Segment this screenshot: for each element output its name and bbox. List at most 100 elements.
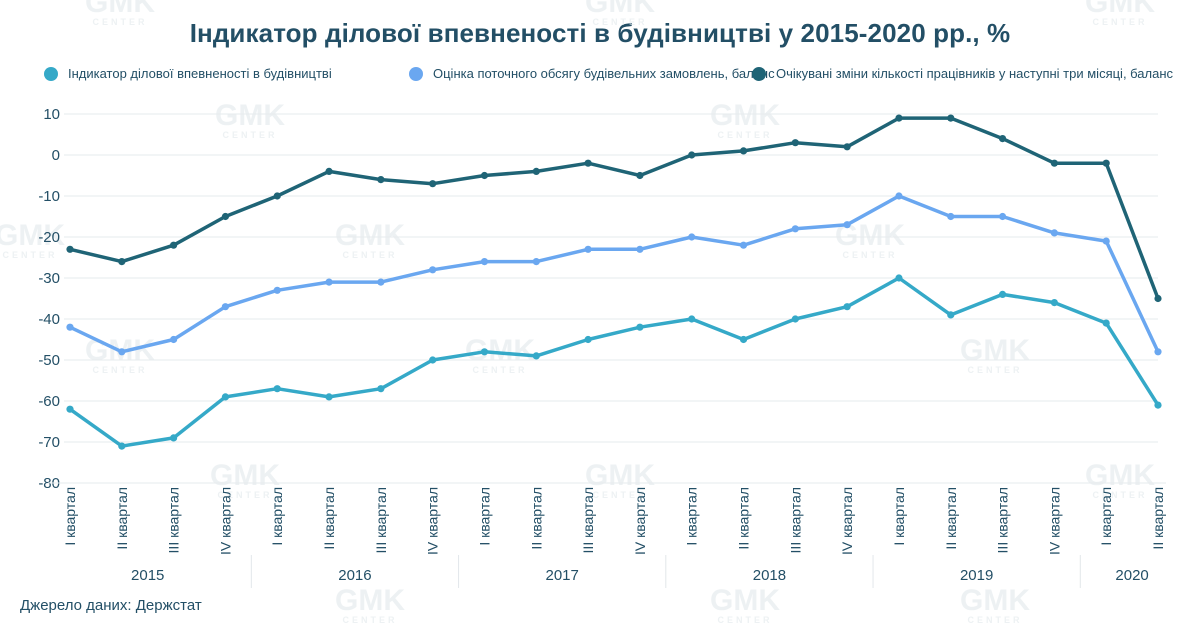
watermark-text: GMK — [960, 334, 1030, 367]
x-tick-label: II квартал — [943, 487, 959, 550]
chart-title: Індикатор ділової впевненості в будівниц… — [189, 18, 1011, 48]
series-line-1 — [68, 276, 1160, 448]
legend-item-series-3: Очікувані зміни кількості працівників у … — [752, 66, 1173, 81]
data-point-series-2 — [1102, 237, 1110, 245]
source-note: Джерело даних: Держстат — [20, 597, 202, 614]
watermark-subtext: CENTER — [967, 615, 1022, 625]
y-tick-label: -10 — [38, 188, 60, 205]
watermark-subtext: CENTER — [2, 250, 57, 260]
watermark-text: GMK — [215, 99, 285, 132]
data-point-series-3 — [688, 151, 696, 159]
legend-label-series-2: Оцінка поточного обсягу будівельних замо… — [433, 66, 775, 81]
y-tick-label: -20 — [38, 229, 60, 246]
data-point-series-2 — [429, 266, 437, 274]
y-tick-label: -60 — [38, 393, 60, 410]
data-point-series-2 — [170, 335, 178, 344]
data-point-series-2 — [377, 278, 385, 286]
x-tick-label: I квартал — [684, 487, 700, 546]
legend: Індикатор ділової впевненості в будівниц… — [0, 66, 1200, 88]
data-point-series-3 — [636, 171, 644, 180]
watermark-text: GMK — [1085, 0, 1155, 19]
year-label: 2018 — [753, 567, 786, 584]
watermark-subtext: CENTER — [1092, 17, 1147, 27]
watermark-subtext: CENTER — [592, 17, 647, 27]
x-tick-label: III квартал — [373, 487, 389, 553]
y-tick-label: 0 — [52, 147, 60, 164]
data-point-series-3 — [895, 114, 903, 122]
x-axis: I квартал II квартал III квартал IV квартал… — [48, 482, 1166, 588]
data-point-series-3 — [998, 135, 1007, 143]
data-point-series-1 — [843, 303, 851, 311]
x-tick-label: III квартал — [787, 487, 803, 553]
watermark-text: GMK — [335, 219, 405, 252]
watermark-subtext: CENTER — [472, 365, 527, 375]
data-point-series-1 — [170, 434, 178, 442]
series-line-2 — [68, 194, 1160, 354]
watermark-text: GMK — [85, 0, 155, 19]
grid-layer — [64, 113, 1158, 484]
legend-item-series-1: Індикатор ділової впевненості в будівниц… — [44, 66, 332, 81]
data-point-series-2 — [532, 258, 540, 266]
x-tick-label: IV квартал — [217, 487, 233, 555]
year-label: 2020 — [1115, 567, 1148, 584]
data-point-series-3 — [480, 171, 489, 180]
x-tick-label: I квартал — [1098, 487, 1114, 546]
x-tick-label: II квартал — [321, 487, 337, 550]
watermark-text: GMK — [1085, 459, 1155, 492]
data-point-series-1 — [998, 290, 1007, 298]
series-line-3 — [68, 116, 1160, 301]
data-point-series-1 — [325, 393, 333, 401]
watermark-subtext: CENTER — [1092, 490, 1147, 500]
data-point-series-3 — [377, 176, 385, 184]
data-point-series-3 — [1050, 159, 1058, 167]
data-point-series-1 — [273, 385, 281, 393]
watermark-text: GMK — [585, 459, 655, 492]
x-tick-label: III квартал — [580, 487, 596, 553]
data-point-series-2 — [791, 225, 799, 233]
data-point-series-2 — [480, 258, 489, 266]
x-tick-label: IV квартал — [1046, 487, 1062, 555]
data-point-series-1 — [66, 405, 74, 413]
data-point-series-3 — [584, 159, 592, 167]
data-point-series-3 — [170, 241, 178, 249]
y-tick-label: 10 — [43, 106, 60, 123]
watermark-text: GMK — [710, 99, 780, 132]
data-point-series-1 — [791, 315, 799, 323]
data-point-series-3 — [532, 167, 540, 175]
x-tick-label: IV квартал — [632, 487, 648, 555]
data-point-series-1 — [895, 274, 903, 282]
x-tick-label: I квартал — [62, 487, 78, 546]
data-point-series-2 — [895, 192, 903, 200]
watermark-subtext: CENTER — [217, 490, 272, 500]
x-tick-label: III квартал — [166, 487, 182, 553]
watermark-subtext: CENTER — [592, 490, 647, 500]
data-point-series-1 — [1102, 319, 1110, 327]
y-tick-label: -50 — [38, 352, 60, 369]
x-tick-label: II квартал — [114, 487, 130, 550]
x-tick-label: IV квартал — [425, 487, 441, 555]
watermark-subtext: CENTER — [92, 365, 147, 375]
data-point-series-3 — [66, 245, 74, 253]
data-point-series-1 — [584, 335, 592, 344]
watermark-layer: GMKCENTERGMKCENTERGMKCENTERGMKCENTERGMKC… — [0, 0, 1155, 625]
y-tick-label: -40 — [38, 311, 60, 328]
legend-label-series-1: Індикатор ділової впевненості в будівниц… — [68, 66, 332, 81]
data-point-series-3 — [325, 167, 333, 175]
watermark-subtext: CENTER — [717, 615, 772, 625]
watermark-text: GMK — [465, 334, 535, 367]
watermark-subtext: CENTER — [842, 250, 897, 260]
x-tick-label: I квартал — [476, 487, 492, 546]
watermark-subtext: CENTER — [342, 615, 397, 625]
legend-swatch-series-2 — [409, 66, 423, 81]
x-tick-label: I квартал — [269, 487, 285, 546]
y-tick-label: -70 — [38, 434, 60, 451]
data-point-series-1 — [429, 356, 437, 364]
watermark-subtext: CENTER — [92, 17, 147, 27]
legend-item-series-2: Оцінка поточного обсягу будівельних замо… — [409, 66, 775, 81]
watermark-text: GMK — [0, 219, 65, 252]
data-point-series-3 — [947, 114, 955, 122]
watermark-text: GMK — [960, 584, 1030, 617]
y-tick-label: -30 — [38, 270, 60, 287]
data-point-series-3 — [1154, 294, 1162, 303]
